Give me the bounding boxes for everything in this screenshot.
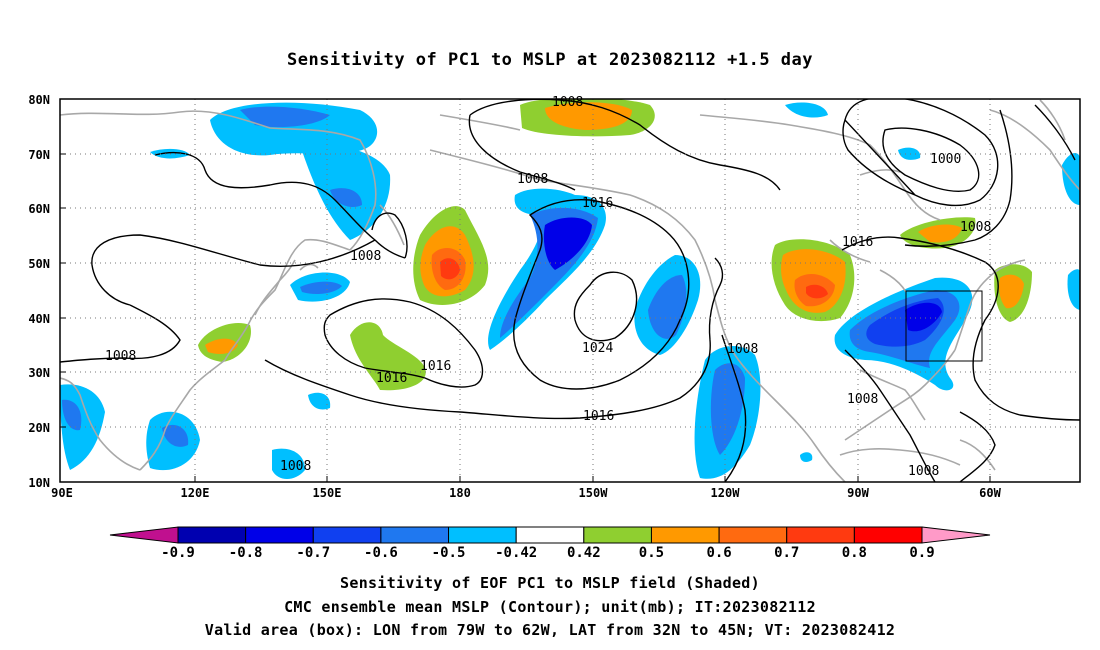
contour-label: 1008	[960, 220, 991, 235]
sensitivity-blob	[648, 275, 687, 339]
colorbar-label: 0.6	[706, 545, 731, 561]
colorbar-cell	[312, 526, 382, 544]
colorbar-cell	[583, 526, 652, 544]
sensitivity-blob	[1067, 269, 1080, 310]
sensitivity-blob	[800, 452, 813, 463]
sensitivity-blob	[162, 424, 189, 447]
lon-label: 180	[449, 486, 471, 500]
colorbar-label: 0.9	[909, 545, 934, 561]
lat-label: 50N	[28, 257, 50, 271]
contour-label: 1008	[908, 464, 939, 479]
sensitivity-blob	[440, 258, 460, 280]
lat-label: 80N	[28, 93, 50, 107]
tick-marks	[60, 98, 991, 483]
colorbar-label: -0.9	[161, 545, 195, 561]
colorbar-low-extend	[109, 526, 179, 544]
sensitivity-blob	[543, 217, 592, 270]
contour-label: 1008	[105, 349, 136, 364]
colorbar-label: -0.42	[495, 545, 537, 561]
lat-label: 20N	[28, 421, 50, 435]
colorbar-high-extend	[921, 526, 991, 544]
colorbar-cell	[650, 526, 720, 544]
sensitivity-blob	[300, 281, 342, 294]
lat-label: 70N	[28, 148, 50, 162]
colorbar-label: 0.42	[567, 545, 601, 561]
lon-label: 120E	[181, 486, 210, 500]
sensitivity-blob	[60, 384, 105, 470]
contour-label: 1016	[376, 371, 407, 386]
contour-label: 1008	[552, 95, 583, 110]
contour-label: 1024	[582, 341, 613, 356]
lat-label: 10N	[28, 476, 50, 490]
lon-label: 60W	[979, 486, 1001, 500]
sensitivity-blob	[308, 392, 331, 410]
coastlines	[60, 99, 1080, 482]
sensitivity-blob	[330, 188, 362, 208]
contour-label: 1008	[280, 459, 311, 474]
lon-label: 120W	[711, 486, 741, 500]
sensitivity-blob	[545, 102, 632, 130]
sensitivity-blob	[350, 322, 426, 391]
contour-label: 1016	[842, 235, 873, 250]
colorbar-cell	[245, 526, 314, 544]
colorbar-cell	[515, 526, 585, 544]
lat-label: 30N	[28, 366, 50, 380]
caption-valid-area: Valid area (box): LON from 79W to 62W, L…	[204, 621, 896, 639]
shaded-sensitivity-field	[60, 99, 1080, 479]
colorbar-label: 0.8	[842, 545, 867, 561]
sensitivity-blob	[905, 302, 942, 332]
latitude-labels: 80N 70N 60N 50N 40N 30N 20N 10N	[28, 93, 50, 490]
colorbar-label: 0.7	[774, 545, 799, 561]
colorbar-label: -0.5	[432, 545, 466, 561]
contour-labels: 1008 1008 1008 1000 1008 1016 1016 1016 …	[105, 95, 991, 479]
contour-label: 1016	[582, 196, 613, 211]
colorbar-label: 0.5	[639, 545, 664, 561]
mslp-contours	[60, 99, 1080, 482]
lon-label: 150W	[579, 486, 609, 500]
contour-label: 1016	[420, 359, 451, 374]
lon-label: 90E	[51, 486, 73, 500]
sensitivity-blob	[918, 224, 962, 243]
lat-label: 60N	[28, 202, 50, 216]
colorbar-label: -0.7	[296, 545, 330, 561]
colorbar-cell	[177, 526, 247, 544]
sensitivity-blob	[272, 448, 305, 479]
sensitivity-blob	[999, 274, 1024, 309]
colorbar-cell	[786, 526, 855, 544]
contour-label: 1016	[583, 409, 614, 424]
lon-label: 90W	[847, 486, 869, 500]
graticule	[60, 99, 1080, 482]
lat-label: 40N	[28, 312, 50, 326]
colorbar	[109, 526, 991, 544]
sensitivity-blob	[710, 363, 745, 455]
contour-label: 1008	[847, 392, 878, 407]
sensitivity-blob	[785, 102, 828, 118]
sensitivity-blob	[898, 147, 921, 160]
colorbar-label: -0.6	[364, 545, 398, 561]
lon-label: 150E	[313, 486, 342, 500]
sensitivity-blob	[205, 338, 238, 354]
sensitivity-blob	[240, 106, 330, 128]
contour-label: 1000	[930, 152, 961, 167]
colorbar-cell	[718, 526, 788, 544]
chart-title: Sensitivity of PC1 to MSLP at 2023082112…	[286, 50, 813, 70]
sensitivity-blob	[806, 284, 828, 299]
contour-label: 1008	[350, 249, 381, 264]
colorbar-labels: -0.9 -0.8 -0.7 -0.6 -0.5 -0.42 0.42 0.5 0.6 0.7 0.…	[161, 545, 935, 561]
colorbar-cell	[448, 526, 517, 544]
caption-shaded: Sensitivity of EOF PC1 to MSLP field (Sh…	[340, 574, 760, 592]
valid-area-box	[905, 290, 983, 362]
colorbar-label: -0.8	[229, 545, 263, 561]
colorbar-cell	[853, 526, 923, 544]
sensitivity-blob	[62, 399, 82, 431]
contour-label: 1008	[517, 172, 548, 187]
plot-frame	[59, 98, 1081, 483]
caption-contour: CMC ensemble mean MSLP (Contour); unit(m…	[284, 598, 816, 616]
longitude-labels: 90E 120E 150E 180 150W 120W 90W 60W	[51, 486, 1001, 500]
contour-label: 1008	[727, 342, 758, 357]
colorbar-cell	[380, 526, 450, 544]
